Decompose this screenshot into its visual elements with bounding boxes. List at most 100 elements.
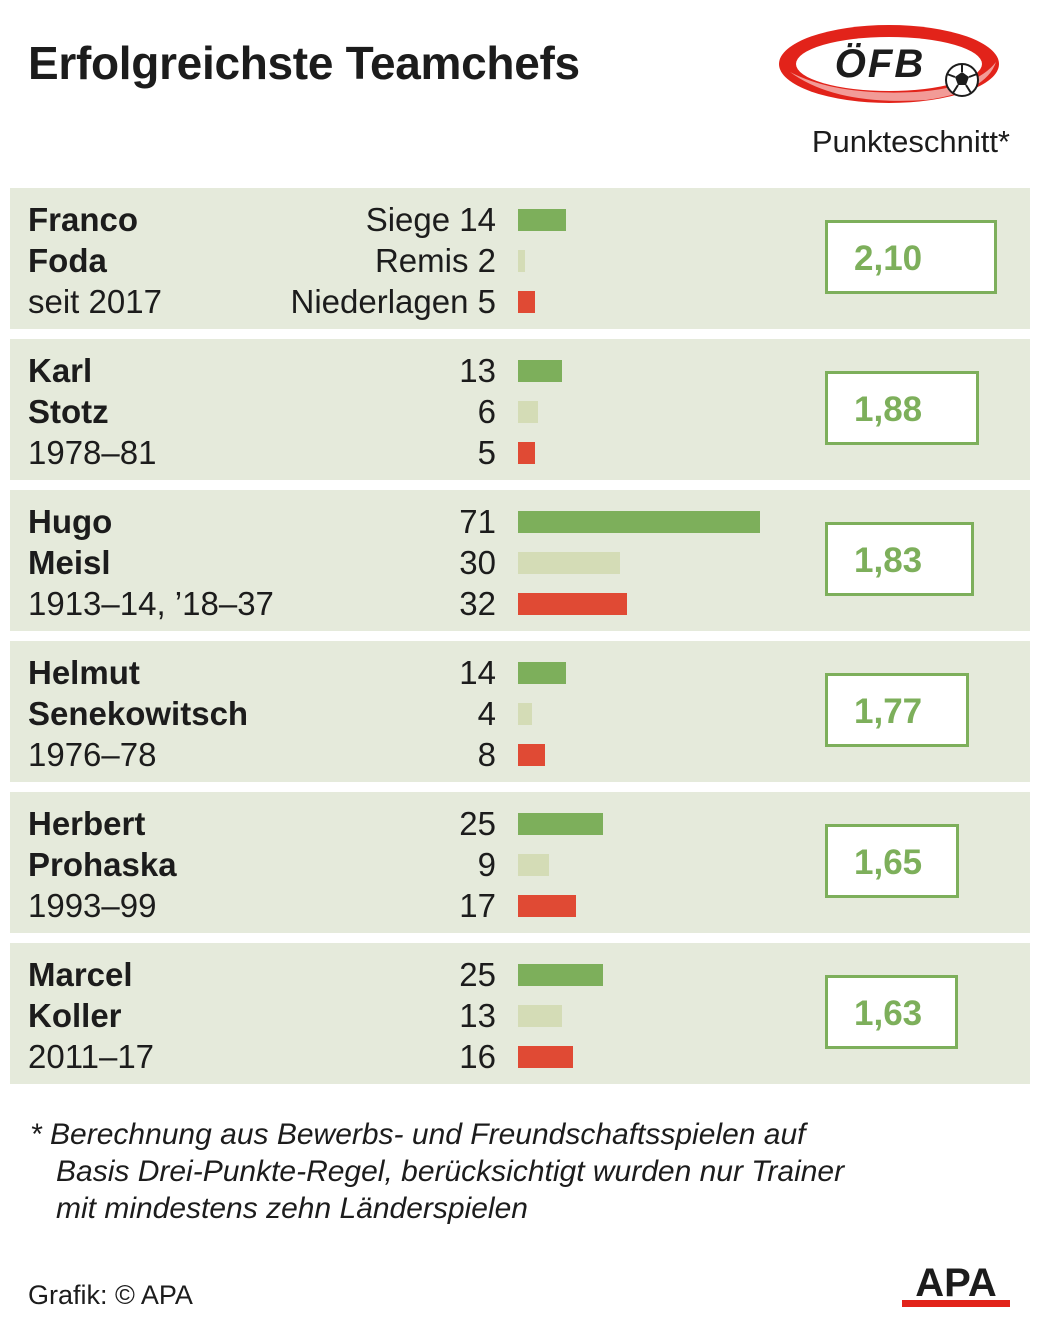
apa-logo-underline — [902, 1300, 1010, 1307]
stat-draws: 4 — [478, 695, 496, 733]
stat-draws: 30 — [459, 544, 496, 582]
stat-wins: 25 — [459, 956, 496, 994]
points-average-value: 1,83 — [854, 541, 923, 580]
coach-row: Franco Foda seit 2017 Siege 14 Remis 2 Nieder… — [10, 188, 1030, 329]
stat-losses: 16 — [459, 1038, 496, 1076]
coach-row: Helmut Senekowitsch 1976–78 14 4 8 1,77 — [10, 641, 1030, 782]
stat-value: 8 — [477, 736, 496, 773]
coach-last-name: Prohaska — [28, 846, 177, 883]
oefb-logo-inner — [796, 37, 982, 91]
oefb-logo: ÖFB — [779, 25, 999, 103]
points-average-box: 1,63 — [825, 975, 958, 1049]
footnote-line: Basis Drei-Punkte-Regel, berücksichtigt … — [56, 1155, 845, 1188]
stat-losses: Niederlagen 5 — [291, 283, 497, 321]
points-average-box: 1,88 — [825, 371, 979, 445]
bar-draws — [518, 250, 525, 272]
bar-wins — [518, 662, 566, 684]
stat-losses: 8 — [478, 736, 496, 774]
coach-row: Marcel Koller 2011–17 25 13 16 1,63 — [10, 943, 1030, 1084]
bar-draws — [518, 854, 549, 876]
bar-wins — [518, 511, 760, 533]
bar-wins — [518, 360, 562, 382]
stat-draws: Remis 2 — [375, 242, 496, 280]
apa-logo: APA — [902, 1262, 1010, 1307]
stat-losses: 17 — [459, 887, 496, 925]
stat-value: 9 — [477, 846, 496, 883]
stat-wins: 14 — [459, 654, 496, 692]
coach-last-name: Senekowitsch — [28, 695, 249, 732]
points-average-box: 1,77 — [825, 673, 969, 747]
stat-wins: 71 — [459, 503, 496, 541]
bar-losses — [518, 291, 535, 313]
footnote-line: * Berechnung aus Bewerbs- und Freundscha… — [30, 1118, 806, 1151]
bar-draws — [518, 703, 532, 725]
footnote-line: mit mindestens zehn Länderspielen — [56, 1192, 528, 1225]
stat-value: 32 — [459, 585, 496, 622]
stat-value: 25 — [459, 956, 496, 993]
bar-wins — [518, 813, 603, 835]
stat-value: 13 — [459, 997, 496, 1034]
points-average-box: 1,65 — [825, 824, 959, 898]
coach-last-name: Koller — [28, 997, 122, 1034]
coach-first-name: Herbert — [28, 805, 146, 842]
coach-first-name: Franco — [28, 201, 139, 238]
stat-value: 14 — [459, 201, 496, 238]
bar-wins — [518, 964, 603, 986]
coach-first-name: Hugo — [28, 503, 113, 540]
coach-first-name: Marcel — [28, 956, 133, 993]
stat-wins: 25 — [459, 805, 496, 843]
coach-period: 1993–99 — [28, 887, 157, 924]
stat-value: 16 — [459, 1038, 496, 1075]
stat-value: 30 — [459, 544, 496, 581]
points-average-box: 2,10 — [825, 220, 997, 294]
stat-label: Siege — [365, 201, 451, 238]
coach-first-name: Karl — [28, 352, 93, 389]
stat-draws: 9 — [478, 846, 496, 884]
stat-value: 5 — [477, 434, 496, 471]
points-average-value: 2,10 — [854, 239, 923, 278]
coach-period: 1978–81 — [28, 434, 157, 471]
points-average-value: 1,65 — [854, 843, 923, 882]
points-average-value: 1,77 — [854, 692, 923, 731]
stat-draws: 13 — [459, 997, 496, 1035]
points-average-value: 1,88 — [854, 390, 923, 429]
bar-losses — [518, 895, 576, 917]
stat-wins: 13 — [459, 352, 496, 390]
stat-label: Remis — [374, 242, 469, 279]
stat-value: 71 — [459, 503, 496, 540]
bar-losses — [518, 442, 535, 464]
column-header-points-average: Punkteschnitt* — [811, 124, 1010, 159]
bar-draws — [518, 401, 538, 423]
stat-value: 5 — [477, 283, 496, 320]
points-average-value: 1,63 — [854, 994, 923, 1033]
page-title: Erfolgreichste Teamchefs — [28, 37, 580, 89]
coach-last-name: Stotz — [28, 393, 109, 430]
coach-period: seit 2017 — [28, 283, 162, 320]
bar-wins — [518, 209, 566, 231]
coach-period: 2011–17 — [28, 1038, 155, 1075]
bar-draws — [518, 1005, 562, 1027]
stat-draws: 6 — [478, 393, 496, 431]
stat-value: 14 — [459, 654, 496, 691]
oefb-logo-text: ÖFB — [835, 41, 925, 86]
stat-value: 6 — [477, 393, 496, 430]
coach-row: Herbert Prohaska 1993–99 25 9 17 1,65 — [10, 792, 1030, 933]
stat-value: 13 — [459, 352, 496, 389]
stat-label: Niederlagen — [290, 283, 469, 320]
coach-last-name: Foda — [28, 242, 107, 279]
coach-row: Hugo Meisl 1913–14, ’18–37 71 30 32 1,83 — [10, 490, 1030, 631]
stat-value: 4 — [477, 695, 496, 732]
bar-losses — [518, 744, 545, 766]
credit: Grafik: © APA — [28, 1280, 193, 1310]
coach-period: 1976–78 — [28, 736, 157, 773]
coach-last-name: Meisl — [28, 544, 111, 581]
soccer-ball-icon — [945, 63, 979, 97]
apa-logo-text: APA — [915, 1262, 996, 1305]
stat-value: 2 — [477, 242, 496, 279]
bar-losses — [518, 593, 627, 615]
stat-wins: Siege 14 — [366, 201, 496, 239]
coach-first-name: Helmut — [28, 654, 140, 691]
footnote: * Berechnung aus Bewerbs- und Freundscha… — [30, 1116, 844, 1227]
stat-losses: 32 — [459, 585, 496, 623]
stat-losses: 5 — [478, 434, 496, 472]
